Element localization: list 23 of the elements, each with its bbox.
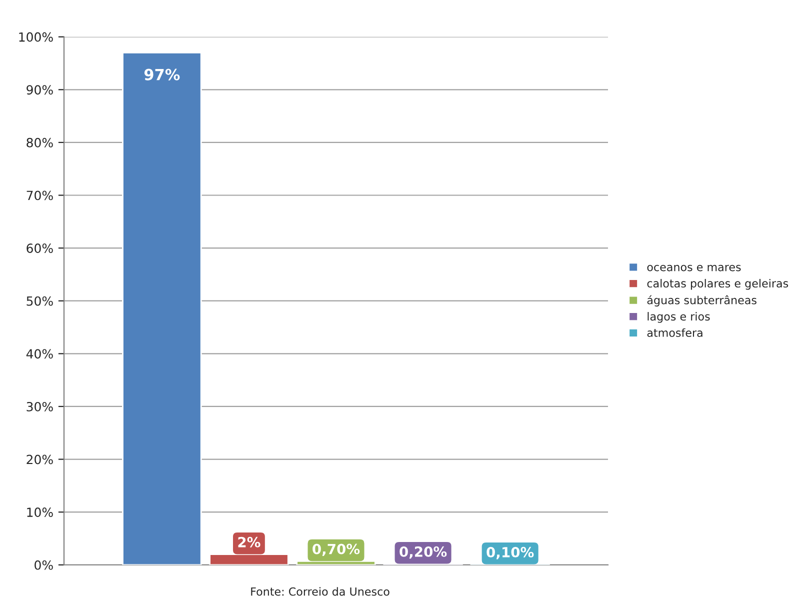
legend-label: calotas polares e geleiras (647, 278, 788, 290)
y-tick-label: 0% (34, 560, 53, 570)
data-label: 0,70% (312, 544, 360, 556)
y-tick-label: 30% (26, 402, 53, 412)
y-tick-label: 20% (26, 454, 53, 464)
legend-label: águas subterrâneas (647, 295, 756, 306)
y-tick-label: 100% (19, 32, 53, 42)
legend-label: atmosfera (647, 328, 702, 337)
y-tick-label: 40% (26, 349, 53, 359)
y-tick-label: 60% (26, 244, 53, 253)
bar (122, 52, 202, 565)
data-label: 97% (144, 68, 180, 80)
data-label: 2% (238, 536, 260, 548)
source-note: Fonte: Correio da Unesco (251, 587, 390, 596)
data-label: 0,10% (486, 546, 534, 560)
y-tick-label: 70% (26, 190, 53, 200)
legend-label: lagos e rios (648, 312, 710, 323)
y-tick-label: 50% (26, 296, 53, 306)
y-tick-label: 10% (27, 508, 53, 518)
y-tick-label: 80% (26, 138, 53, 148)
legend-label: oceanos e mares (647, 264, 741, 272)
data-label: 0,20% (400, 546, 447, 559)
y-tick-label: 90% (26, 85, 53, 95)
